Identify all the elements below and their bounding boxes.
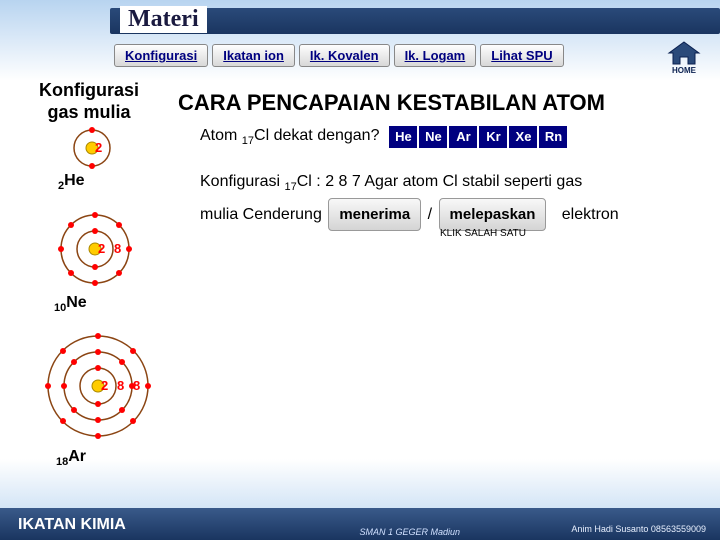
page-title: Materi [120, 6, 207, 33]
tab-ik-kovalen[interactable]: Ik. Kovalen [299, 44, 390, 67]
elem-ar[interactable]: Ar [449, 126, 477, 148]
svg-text:8: 8 [133, 378, 140, 393]
atom-ne-label: 10Ne [54, 294, 87, 314]
tab-lihat-spu[interactable]: Lihat SPU [480, 44, 563, 67]
atom-he-diagram: 2 [70, 126, 114, 170]
elem-kr[interactable]: Kr [479, 126, 507, 148]
choice-melepaskan[interactable]: melepaskan [439, 198, 547, 231]
atom-ar-diagram: 2 8 8 [42, 330, 154, 442]
elem-ne[interactable]: Ne [419, 126, 447, 148]
footer-title: IKATAN KIMIA [18, 516, 126, 534]
config-text: Konfigurasi 17Cl : 2 8 7 Agar atom Cl st… [200, 168, 700, 231]
elem-he[interactable]: He [389, 126, 417, 148]
prompt-row: Atom 17Cl dekat dengan? He Ne Ar Kr Xe R… [200, 126, 567, 148]
choice-menerima[interactable]: menerima [328, 198, 421, 231]
element-buttons: He Ne Ar Kr Xe Rn [389, 126, 567, 148]
main-heading: CARA PENCAPAIAN KESTABILAN ATOM [178, 90, 605, 116]
svg-text:2: 2 [101, 378, 108, 393]
hint-text: KLIK SALAH SATU [440, 228, 526, 239]
home-icon [664, 40, 704, 66]
svg-text:8: 8 [117, 378, 124, 393]
svg-text:2: 2 [98, 241, 105, 256]
footer-logo: SMAN 1 GEGER Madiun [359, 527, 460, 537]
footer: IKATAN KIMIA SMAN 1 GEGER Madiun Anim Ha… [0, 508, 720, 540]
footer-credit: Anim Hadi Susanto 08563559009 [571, 524, 706, 534]
elem-rn[interactable]: Rn [539, 126, 567, 148]
atom-he-label: 2He [58, 172, 85, 192]
svg-text:2: 2 [95, 140, 102, 155]
home-button[interactable]: HOME [660, 40, 708, 76]
svg-text:8: 8 [114, 241, 121, 256]
tabs: Konfigurasi Ikatan ion Ik. Kovalen Ik. L… [114, 44, 564, 67]
home-label: HOME [660, 66, 708, 75]
tab-ikatan-ion[interactable]: Ikatan ion [212, 44, 295, 67]
elem-xe[interactable]: Xe [509, 126, 537, 148]
tab-ik-logam[interactable]: Ik. Logam [394, 44, 477, 67]
prompt-text: Atom 17Cl dekat dengan? [200, 127, 379, 147]
atom-ar-label: 18Ar [56, 448, 86, 468]
sidebar-title: Konfigurasi gas mulia [14, 80, 164, 123]
tab-konfigurasi[interactable]: Konfigurasi [114, 44, 208, 67]
atom-ne-diagram: 2 8 [56, 210, 134, 288]
